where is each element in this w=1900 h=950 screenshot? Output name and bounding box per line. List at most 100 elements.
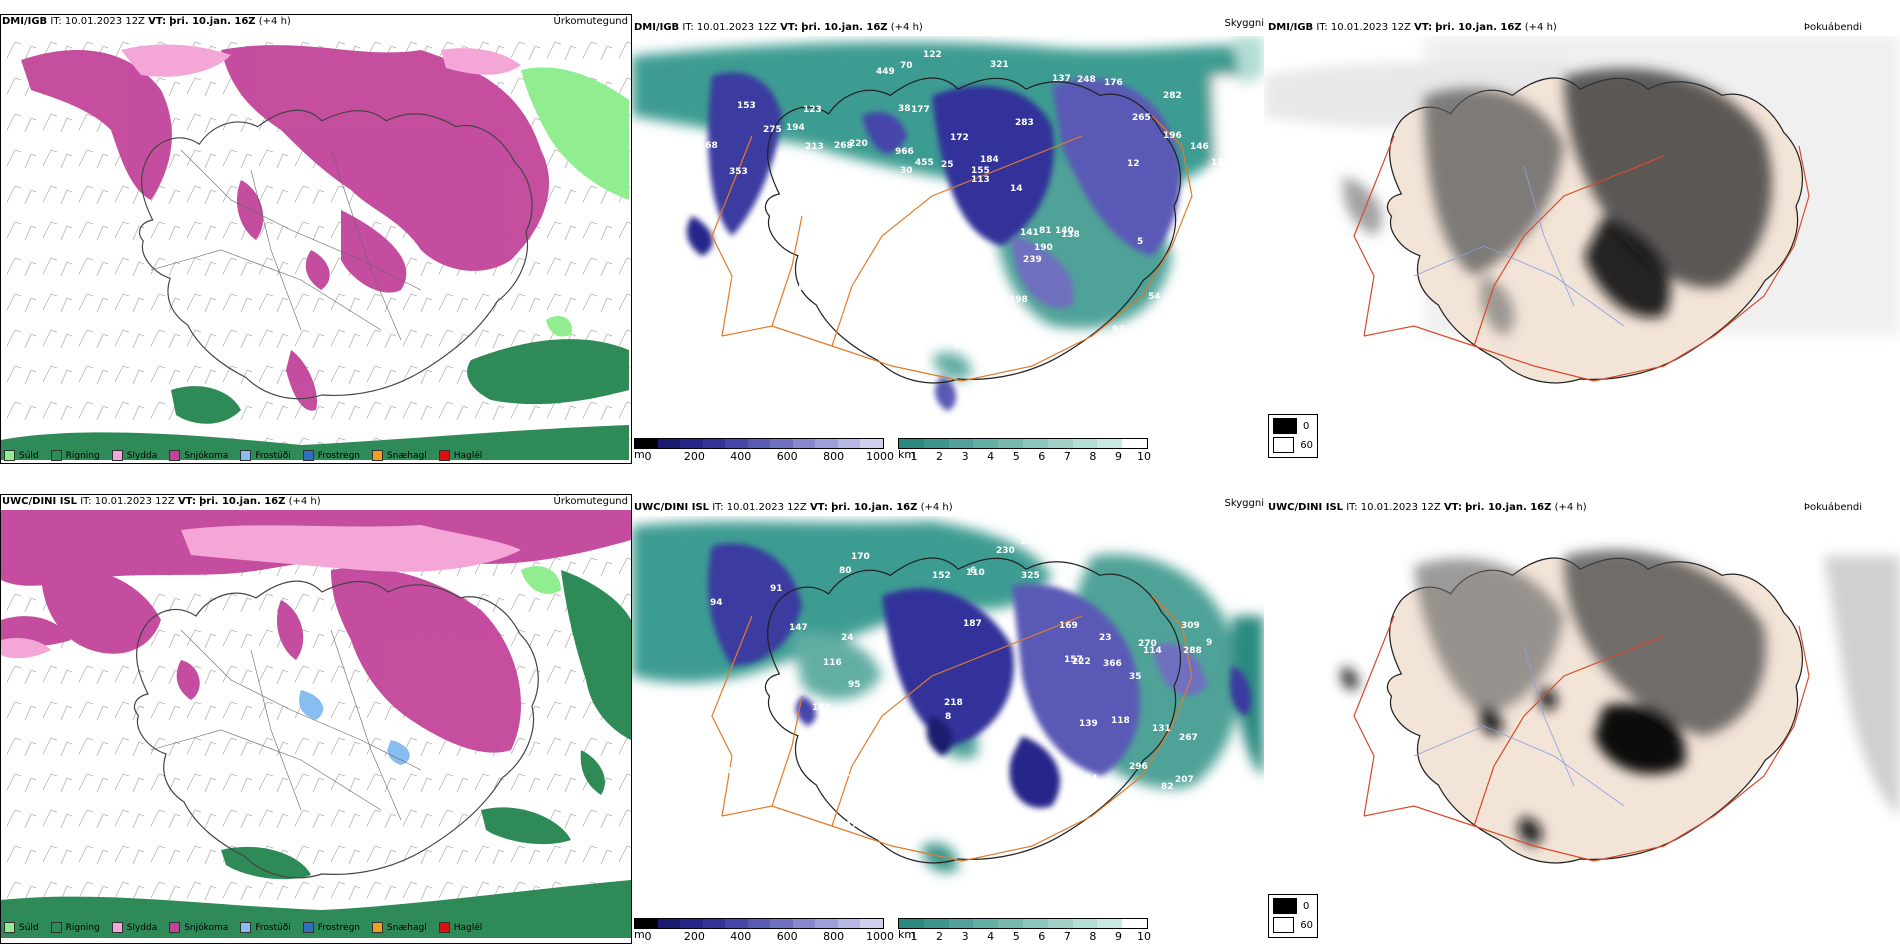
value-label: 182 bbox=[812, 703, 831, 713]
vt-value: þri. 10.jan. 16Z bbox=[1465, 502, 1552, 513]
value-label: 261 bbox=[954, 341, 973, 351]
value-label: 169 bbox=[1059, 621, 1078, 631]
colorbar-strip bbox=[898, 918, 1148, 929]
cloud-legend-row: 60 bbox=[1273, 437, 1313, 453]
colorbar-strip bbox=[898, 438, 1148, 449]
value-label: 176 bbox=[1104, 78, 1123, 88]
value-label: 91 bbox=[770, 584, 783, 594]
vt-label: VT: bbox=[148, 16, 167, 27]
value-label: 966 bbox=[895, 147, 914, 157]
cloud-cover-map bbox=[1340, 549, 1900, 864]
lead-time: (+4 h) bbox=[258, 16, 291, 27]
cloud-cover-panel-top: DMI/IGB IT: 10.01.2023 12Z VT: þri. 10.j… bbox=[1264, 12, 1900, 464]
colorbar-cell bbox=[860, 439, 884, 448]
value-label: 321 bbox=[990, 60, 1009, 70]
colorbar-tick-label: 5 bbox=[1012, 930, 1020, 943]
cloud-legend-row: 60 bbox=[1273, 917, 1313, 933]
value-label: 230 bbox=[996, 546, 1015, 556]
value-label: 38 bbox=[898, 104, 911, 114]
value-label: 6 bbox=[970, 566, 976, 576]
legend-label: Snjókoma bbox=[184, 922, 229, 933]
value-label: 96 bbox=[807, 264, 820, 274]
value-label: 114 bbox=[1143, 646, 1162, 656]
legend-swatch bbox=[240, 450, 252, 461]
colorbar-cell bbox=[1072, 919, 1098, 928]
precip-legend: Súld Rigning Slydda Snjókoma Frostúði Frostre… bbox=[4, 450, 482, 461]
colorbar-tick-label: 1 bbox=[910, 930, 918, 943]
colorbar-tick-label: 9 bbox=[1114, 450, 1122, 463]
value-label: 121 bbox=[1109, 802, 1128, 812]
colorbar-km: km 1 2 3 4 5 6 7 8 9 10 bbox=[898, 918, 1151, 943]
colorbar-cell bbox=[747, 919, 771, 928]
colorbar-tick-label: 400 bbox=[730, 450, 752, 463]
panel-title: Skyggni bbox=[1224, 498, 1264, 509]
value-label: 8 bbox=[945, 712, 951, 722]
colorbar-tick-label: 7 bbox=[1063, 930, 1071, 943]
value-label: 93 bbox=[1112, 325, 1125, 335]
value-label: 282 bbox=[1163, 91, 1182, 101]
value-label: 141 bbox=[1020, 228, 1039, 238]
value-label: 142 bbox=[894, 183, 913, 193]
legend-label: Rigning bbox=[65, 450, 100, 461]
value-label: 254 bbox=[746, 266, 765, 276]
colorbar-unit: km bbox=[898, 928, 916, 941]
legend-label: Súld bbox=[19, 922, 39, 933]
rain-areas bbox=[1, 570, 631, 938]
colorbar-ticks: 1 2 3 4 5 6 7 8 9 10 bbox=[898, 449, 1152, 463]
precip-type-panel-top: DMI/IGB IT: 10.01.2023 12Z VT: þri. 10.j… bbox=[0, 12, 632, 464]
value-label: 131 bbox=[1152, 724, 1171, 734]
value-label: 170 bbox=[851, 552, 870, 562]
colorbar-tick-label: 10 bbox=[1137, 450, 1151, 463]
sleet-areas bbox=[1, 525, 521, 659]
it-value: 10.01.2023 12Z bbox=[1330, 22, 1411, 33]
legend-label: Frostregn bbox=[317, 450, 361, 461]
legend-item: Snæhagl bbox=[372, 450, 427, 461]
value-label: 220 bbox=[849, 139, 868, 149]
value-label: 192 bbox=[1004, 807, 1023, 817]
value-label: 264 bbox=[901, 256, 920, 266]
colorbar-cell bbox=[899, 919, 924, 928]
value-label: 278 bbox=[842, 313, 861, 323]
legend-swatch bbox=[50, 922, 62, 933]
colorbar-cell bbox=[860, 919, 884, 928]
cloud-legend-value: 0 bbox=[1303, 420, 1310, 432]
legend-label: Snæhagl bbox=[387, 450, 427, 461]
rivers bbox=[1413, 165, 1625, 327]
value-label: 14 bbox=[1010, 184, 1023, 194]
colorbar-cell bbox=[837, 919, 861, 928]
value-label: 455 bbox=[915, 158, 934, 168]
lead-time: (+4 h) bbox=[288, 496, 321, 507]
colorbar-cell bbox=[702, 919, 726, 928]
colorbar-tick-label: 0 bbox=[644, 930, 652, 943]
colorbar-tick-label: 800 bbox=[823, 930, 845, 943]
value-label: 12 bbox=[1127, 159, 1140, 169]
colorbar-cell bbox=[1072, 439, 1098, 448]
panel-header: UWC/DINI ISL IT: 10.01.2023 12Z VT: þri.… bbox=[634, 501, 953, 515]
cloud-base-map: 2963092071871702706751472889435567091828… bbox=[632, 521, 1264, 873]
value-label: 113 bbox=[971, 175, 990, 185]
vt-label: VT: bbox=[177, 496, 196, 507]
value-label: 94 bbox=[710, 598, 723, 608]
it-value: 10.01.2023 12Z bbox=[726, 502, 807, 513]
value-label: 172 bbox=[950, 133, 969, 143]
colorbar-ticks: 0 200 400 600 800 1000 bbox=[634, 449, 895, 463]
value-label: 157 bbox=[1064, 655, 1083, 665]
model-name: DMI/IGB bbox=[634, 22, 680, 33]
colorbar-cell bbox=[635, 919, 658, 928]
legend-swatch bbox=[4, 922, 15, 933]
value-labels: 2963092071871702706751472889435567091828… bbox=[710, 537, 1212, 830]
lead-time: (+4 h) bbox=[1524, 22, 1557, 33]
value-label: 275 bbox=[763, 125, 782, 135]
value-label: 152 bbox=[932, 571, 951, 581]
value-label: 122 bbox=[923, 50, 942, 60]
colorbar-tick-label: 600 bbox=[776, 930, 798, 943]
colorbar-tick-label: 3 bbox=[961, 450, 969, 463]
cloud-legend-swatch bbox=[1273, 437, 1295, 453]
legend-swatch bbox=[4, 450, 15, 461]
value-label: 70 bbox=[719, 766, 732, 776]
cloud-cover-map bbox=[1264, 36, 1900, 384]
cloud-legend-swatch bbox=[1273, 898, 1297, 914]
panel-header: UWC/DINI ISL IT: 10.01.2023 12Z VT: þri.… bbox=[2, 495, 321, 509]
roads bbox=[1353, 615, 1810, 862]
colorbar-km: km 1 2 3 4 5 6 7 8 9 10 bbox=[898, 438, 1152, 463]
